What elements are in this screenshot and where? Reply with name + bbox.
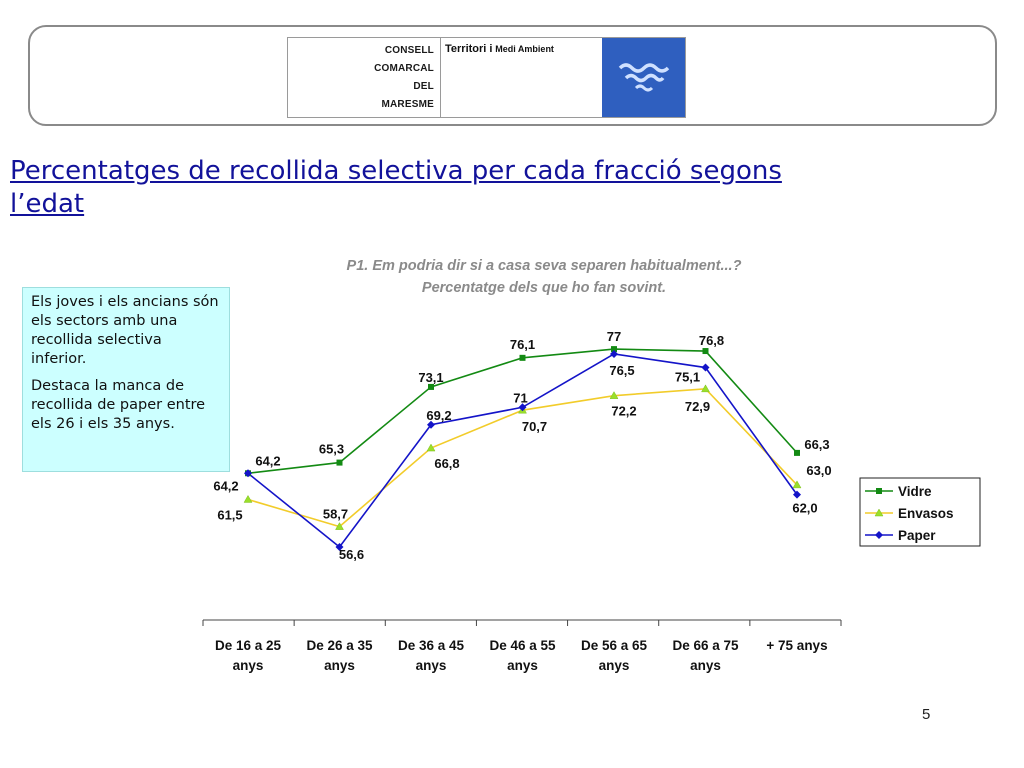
data-point-vidre [428, 383, 434, 390]
chart-subtitle: P1. Em podria dir si a casa seva separen… [244, 255, 844, 299]
callout-text: Destaca la manca de recollida de paper e… [31, 378, 206, 432]
consell-logo: CONSELL COMARCAL DEL MARESME Territori i… [287, 37, 686, 118]
legend-label: Paper [898, 528, 936, 543]
x-tick-label: De 26 a 35 [306, 638, 373, 653]
legend-marker [876, 488, 882, 494]
data-label-vidre: 65,3 [319, 442, 344, 457]
data-label-paper: 75,1 [675, 370, 700, 385]
x-tick-label: + 75 anys [766, 638, 827, 653]
title-line: Percentatges de recollida selectiva per … [10, 156, 782, 186]
x-tick-label: anys [416, 658, 447, 673]
data-label-envasos: 61,5 [217, 507, 242, 522]
callout-box: Els joves i els ancians són els sectors … [22, 287, 230, 472]
data-label-envasos: 72,9 [685, 399, 710, 414]
x-tick-label: De 46 a 55 [489, 638, 556, 653]
x-tick-label: De 36 a 45 [398, 638, 465, 653]
data-label-envasos: 70,7 [522, 419, 547, 434]
page-number: 5 [922, 706, 931, 723]
data-point-paper [610, 349, 618, 358]
data-point-vidre [794, 449, 800, 456]
data-label-envasos: 58,7 [323, 507, 348, 522]
logo-dept-a: Territori i [445, 43, 493, 55]
data-label-paper: 56,6 [339, 547, 364, 562]
callout-text: Els joves i els ancians són els sectors … [31, 294, 219, 367]
data-point-vidre [336, 459, 343, 466]
logo-line: DEL [413, 81, 434, 92]
legend-label: Envasos [898, 506, 954, 521]
x-tick-label: anys [324, 658, 355, 673]
data-point-envasos [243, 494, 253, 503]
title-line: l’edat [10, 189, 85, 219]
data-point-paper [793, 490, 801, 499]
logo-emblem [602, 38, 685, 117]
data-point-envasos [426, 443, 436, 452]
data-point-paper [335, 542, 344, 551]
data-label-vidre: 76,8 [699, 333, 724, 348]
logo-department: Territori i Medi Ambient [445, 43, 554, 55]
data-label-paper: 69,2 [426, 408, 451, 423]
x-tick-label: anys [690, 658, 721, 673]
legend-marker [874, 508, 884, 517]
data-point-paper [427, 420, 435, 429]
slide-title: Percentatges de recollida selectiva per … [10, 155, 890, 221]
x-tick-label: anys [233, 658, 264, 673]
wave-icon [618, 63, 670, 92]
data-label-vidre: 64,2 [255, 453, 280, 468]
chart-subtitle-line: Percentatge dels que ho fan sovint. [421, 280, 667, 296]
logo-line: COMARCAL [374, 63, 434, 74]
chart-subtitle-line: P1. Em podria dir si a casa seva separen… [346, 258, 742, 274]
data-point-vidre [519, 354, 526, 361]
data-point-paper [244, 469, 252, 478]
data-label-paper: 62,0 [792, 501, 817, 516]
data-label-paper: 64,2 [213, 478, 238, 493]
data-point-envasos [335, 522, 344, 530]
logo-line: MARESME [381, 99, 434, 110]
x-tick-label: De 66 a 75 [672, 638, 739, 653]
data-point-envasos [609, 391, 619, 399]
legend-marker [875, 531, 883, 539]
x-tick-label: anys [599, 658, 630, 673]
data-point-envasos [701, 384, 710, 393]
data-label-envasos: 66,8 [434, 456, 459, 471]
data-point-vidre [611, 346, 617, 353]
x-tick-label: anys [507, 658, 538, 673]
data-point-paper [518, 403, 527, 412]
logo-line: CONSELL [384, 45, 434, 56]
x-tick-label: De 56 a 65 [581, 638, 648, 653]
data-label-vidre: 66,3 [804, 437, 829, 452]
logo-dept-b: Medi Ambient [495, 44, 554, 54]
x-tick-label: De 16 a 25 [215, 638, 282, 653]
data-label-vidre: 77 [607, 329, 621, 344]
logo-name-block: CONSELL COMARCAL DEL MARESME [288, 38, 441, 117]
data-label-vidre: 73,1 [418, 370, 443, 385]
legend-label: Vidre [898, 484, 932, 499]
data-label-vidre: 76,1 [510, 337, 535, 352]
data-label-paper: 76,5 [609, 363, 634, 378]
data-point-paper [701, 363, 710, 372]
data-label-envasos: 72,2 [611, 404, 636, 419]
data-point-vidre [702, 348, 709, 355]
data-point-envasos [792, 480, 802, 489]
data-label-envasos: 63,0 [806, 463, 831, 478]
data-label-paper: 71 [513, 390, 527, 405]
